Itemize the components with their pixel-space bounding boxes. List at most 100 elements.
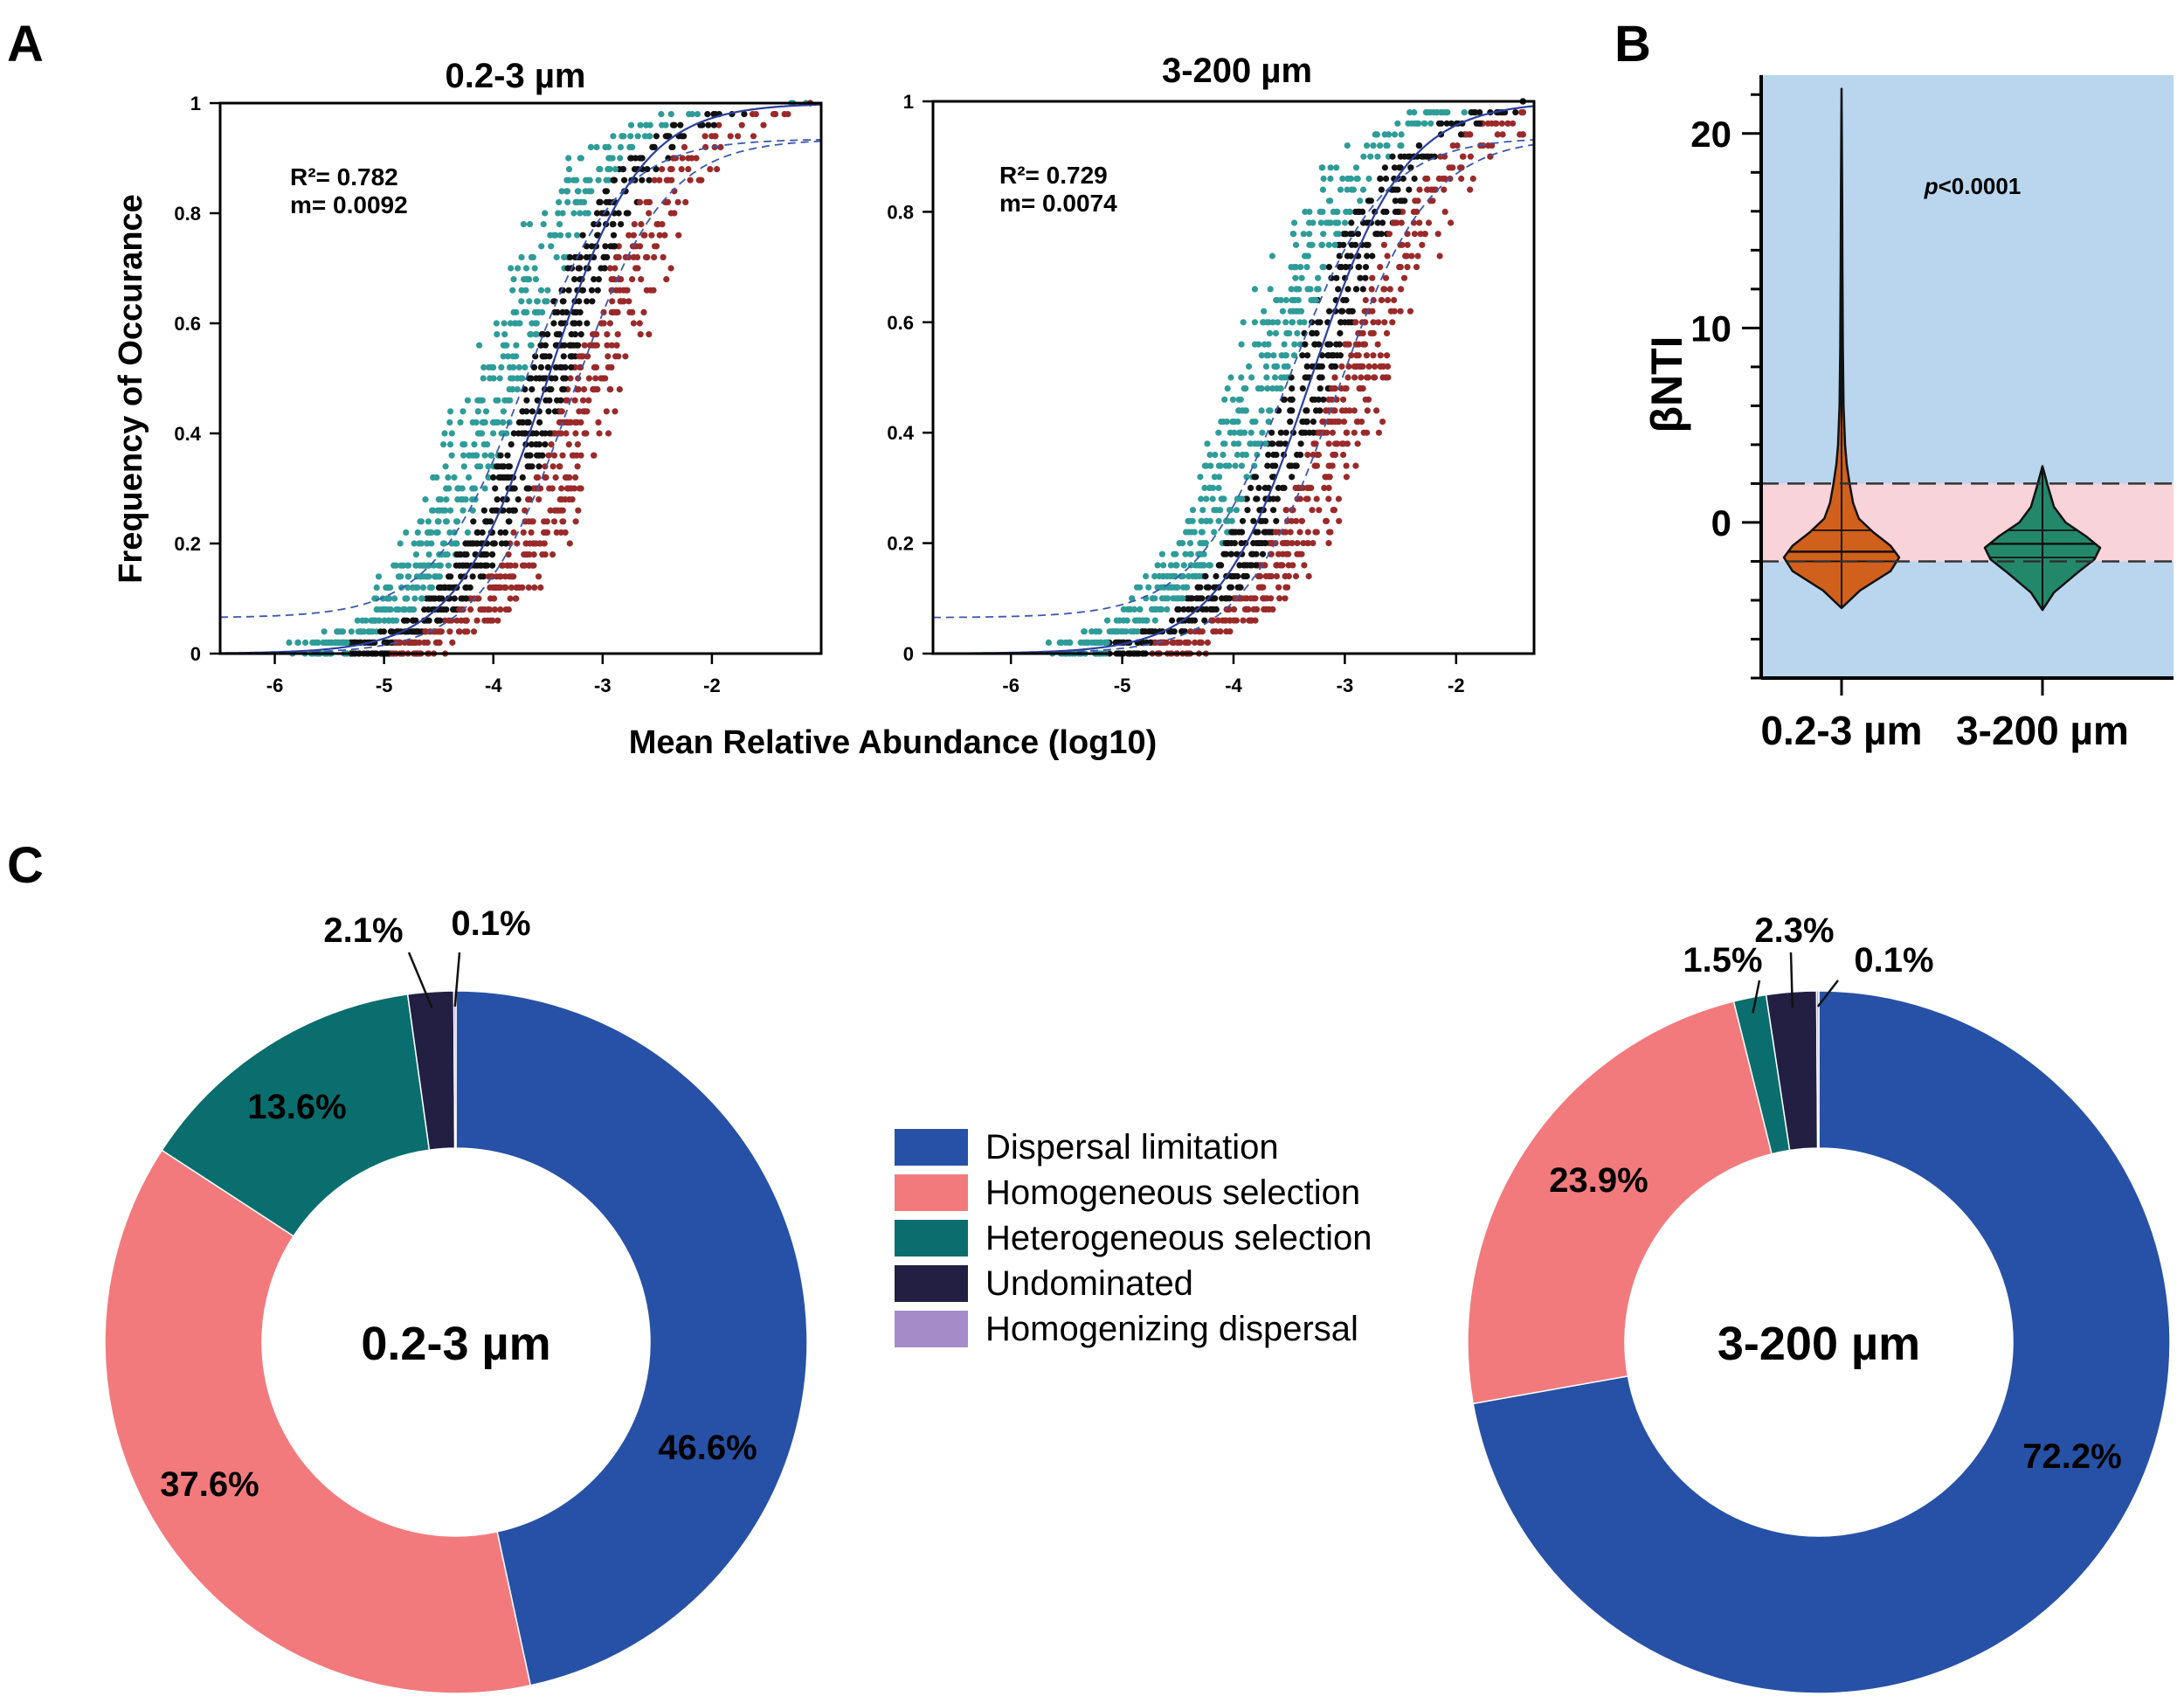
data-point [602, 243, 609, 250]
data-point [490, 595, 497, 602]
data-point [492, 507, 499, 514]
data-point [550, 452, 558, 459]
donut-slice [455, 990, 808, 1686]
y-tick-label: 0.6 [174, 313, 201, 335]
data-point [1389, 319, 1396, 326]
data-point [1297, 451, 1304, 459]
data-point [1320, 175, 1327, 183]
data-point [1285, 550, 1292, 557]
data-point [1237, 396, 1244, 403]
data-point [537, 287, 545, 294]
data-point [396, 573, 403, 580]
p-value-annotation: p<0.0001 [1924, 173, 2022, 199]
data-point [464, 562, 471, 569]
data-point [1331, 241, 1338, 248]
data-point [750, 133, 757, 140]
data-point [1197, 584, 1204, 591]
data-point [504, 562, 511, 569]
data-point [1458, 175, 1465, 183]
data-point [385, 617, 392, 624]
data-point [542, 298, 549, 305]
slice-percent-label: 1.5% [1683, 941, 1762, 980]
data-point [1325, 264, 1332, 271]
data-point [588, 188, 595, 195]
data-point [570, 210, 577, 217]
data-point [565, 287, 572, 294]
data-point [1257, 584, 1265, 591]
data-point [1211, 507, 1218, 514]
data-point [603, 408, 610, 415]
data-point [557, 529, 564, 537]
data-point [473, 540, 480, 547]
data-point [1351, 429, 1358, 436]
data-point [1175, 606, 1182, 613]
scatter-y-axis-label: Frequency of Occurance [113, 194, 149, 584]
data-point [1302, 208, 1309, 215]
data-point [1231, 540, 1238, 547]
data-point [571, 397, 578, 404]
data-point [605, 430, 612, 437]
data-point [445, 474, 452, 481]
data-point [617, 143, 625, 150]
data-point [1315, 396, 1322, 403]
data-point [1355, 352, 1362, 359]
data-point [583, 243, 591, 250]
data-point [1204, 639, 1211, 647]
data-point [640, 308, 647, 315]
data-point [1229, 529, 1236, 536]
data-point [621, 177, 628, 183]
data-point [1158, 639, 1165, 647]
data-point [605, 166, 613, 173]
data-point [1264, 462, 1271, 469]
data-point [1398, 131, 1405, 138]
data-point [658, 111, 665, 118]
donut-center-label: 0.2-3 µm [361, 1318, 550, 1370]
data-point [505, 551, 512, 558]
slice-percent-label: 46.6% [658, 1429, 757, 1467]
data-point [1338, 363, 1345, 370]
data-point [644, 253, 651, 260]
data-point [579, 287, 587, 294]
data-point [590, 331, 597, 338]
data-point [473, 617, 480, 624]
data-point [437, 562, 444, 569]
data-point [1134, 584, 1141, 591]
data-point [678, 133, 686, 140]
data-point [1235, 407, 1242, 414]
data-point [1253, 562, 1260, 569]
data-point [489, 562, 496, 569]
data-point [458, 617, 465, 624]
upper-confidence-line [932, 139, 1535, 619]
data-point [579, 353, 586, 360]
data-point [1335, 286, 1342, 293]
data-point [393, 617, 400, 624]
data-point [1089, 639, 1095, 647]
donut-slice [1467, 1000, 1773, 1405]
data-point [1357, 363, 1364, 370]
data-point [1457, 131, 1465, 138]
data-point [503, 342, 510, 349]
data-point [1289, 319, 1296, 326]
data-point [1338, 407, 1345, 414]
data-point [524, 419, 531, 426]
data-point [1158, 584, 1165, 591]
data-point [1380, 363, 1387, 370]
data-point [496, 573, 503, 580]
data-point [1469, 175, 1476, 183]
data-point [1268, 595, 1275, 602]
data-point [610, 133, 617, 140]
data-point [1260, 319, 1268, 326]
data-point [685, 166, 692, 173]
data-point [438, 584, 445, 592]
legend-swatch [895, 1129, 968, 1166]
data-point [506, 463, 514, 470]
data-point [1241, 572, 1248, 580]
data-point [1379, 219, 1386, 226]
data-point [668, 166, 675, 173]
data-point [1391, 296, 1398, 304]
y-tick-label: 0.8 [887, 201, 914, 223]
data-point [612, 166, 619, 173]
data-point [403, 529, 410, 537]
data-point [1273, 517, 1280, 524]
donut-slice [161, 993, 431, 1237]
